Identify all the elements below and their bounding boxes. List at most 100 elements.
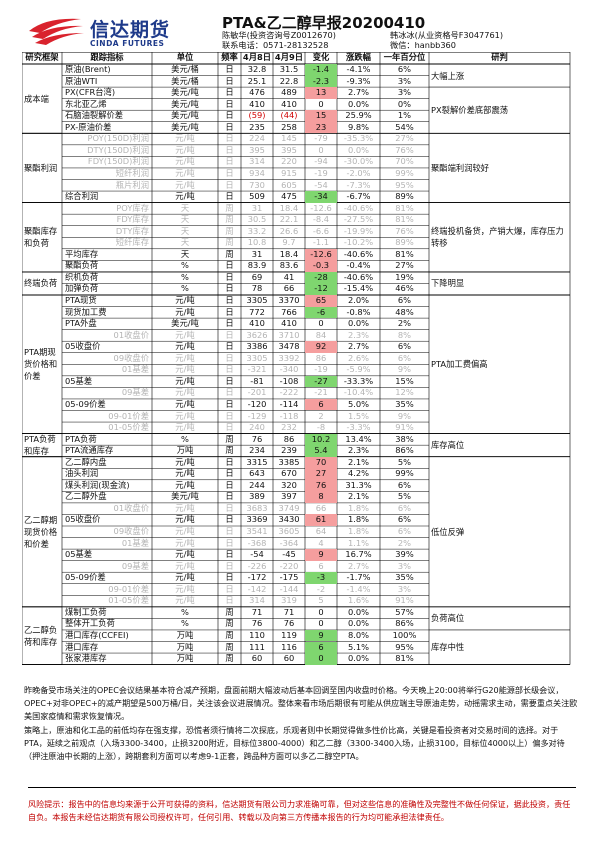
row-42-frequency: 日 <box>225 549 234 560</box>
header-unit: 单位 <box>176 52 194 62</box>
row-18-apr09: 41 <box>283 271 295 282</box>
row-1-percentile: 3% <box>397 75 412 86</box>
row-2-frequency: 日 <box>225 87 234 98</box>
row-3-indicator: 东北亚乙烯 <box>65 98 107 109</box>
row-23-frequency: 日 <box>225 329 234 340</box>
row-34-pct-change: 2.1% <box>347 456 370 467</box>
row-38-percentile: 6% <box>397 502 412 513</box>
row-14-pct-change: -19.9% <box>343 225 374 236</box>
row-31-unit: 元/吨 <box>175 422 195 433</box>
row-14-indicator: DTY库存 <box>115 225 149 236</box>
row-37-change: 8 <box>305 491 337 503</box>
row-39-frequency: 日 <box>225 514 234 525</box>
row-29-percentile: 35% <box>395 398 414 409</box>
row-39-pct-change: 1.8% <box>347 514 370 525</box>
row-48-apr09: 76 <box>283 618 295 629</box>
row-47-unit: % <box>181 606 189 617</box>
row-45-apr09: -144 <box>279 583 299 594</box>
row-40-percentile: 6% <box>397 526 412 536</box>
row-1-apr08: 25.1 <box>247 75 267 86</box>
row-6-apr08: 224 <box>249 133 265 144</box>
row-33-unit: 万吨 <box>176 445 194 456</box>
row-6-apr09: 145 <box>281 133 297 144</box>
row-43-apr08: -226 <box>247 560 267 571</box>
row-31-percentile: 91% <box>395 422 414 433</box>
row-10-unit: 元/吨 <box>175 179 195 190</box>
row-44-unit: 元/吨 <box>175 572 195 583</box>
row-26-apr09: -340 <box>279 364 299 375</box>
row-43-change: 6 <box>318 560 324 571</box>
row-13-unit: 天 <box>180 214 190 225</box>
row-43-apr09: -220 <box>279 560 299 571</box>
row-0-change: -1.4 <box>305 64 337 76</box>
row-28-change: -21 <box>314 387 328 398</box>
row-51-percentile: 81% <box>395 653 414 664</box>
row-7-pct-change: 0.0% <box>347 144 370 155</box>
row-15-pct-change: -10.2% <box>343 237 374 248</box>
row-15-percentile: 89% <box>395 237 414 248</box>
row-24-change: 92 <box>305 341 337 353</box>
row-41-percentile: 2% <box>397 537 412 548</box>
row-41-change: 4 <box>318 537 324 548</box>
section-4-label: PTA期现货价格和价差 <box>24 347 58 382</box>
row-24-apr09: 3478 <box>278 341 300 352</box>
row-13-change: -8.4 <box>312 214 330 225</box>
row-20-unit: 元/吨 <box>175 295 195 305</box>
row-8-apr08: 314 <box>249 156 265 167</box>
row-18-unit: % <box>181 271 189 282</box>
row-25-apr08: 3305 <box>246 352 268 363</box>
row-38-frequency: 日 <box>225 502 234 513</box>
row-26-unit: 元/吨 <box>175 364 195 375</box>
row-7-unit: 元/吨 <box>175 144 195 155</box>
row-10-frequency: 日 <box>225 179 234 190</box>
row-39-apr08: 3369 <box>246 514 268 525</box>
row-36-change: 76 <box>305 479 337 492</box>
row-34-apr08: 3315 <box>246 456 268 467</box>
row-35-indicator: 油头利润 <box>65 468 99 479</box>
section-4-judgment-0: PTA加工费偏高 <box>431 359 488 370</box>
row-44-change: -3 <box>305 572 337 584</box>
row-17-pct-change: -0.4% <box>346 260 371 271</box>
row-17-frequency: 日 <box>225 260 234 271</box>
section-3-judgment-0: 下降明显 <box>431 278 465 289</box>
row-5-change: 23 <box>305 121 337 134</box>
row-18-change: -28 <box>305 271 337 284</box>
row-30-unit: 元/吨 <box>175 410 195 421</box>
row-31-apr09: 232 <box>281 422 297 433</box>
row-5-apr09: 258 <box>281 121 297 132</box>
row-45-frequency: 日 <box>225 583 234 594</box>
row-21-pct-change: -0.8% <box>346 306 371 317</box>
row-14-unit: 天 <box>180 225 190 236</box>
row-30-percentile: 9% <box>397 410 412 421</box>
row-36-unit: 元/吨 <box>175 479 195 490</box>
row-49-frequency: 周 <box>225 629 234 640</box>
row-13-pct-change: -27.5% <box>343 214 374 225</box>
row-42-indicator: 05基差 <box>65 549 93 560</box>
row-7-indicator: DTY(150D)利润 <box>87 144 149 155</box>
row-50-apr08: 111 <box>249 641 265 652</box>
row-15-apr09: 9.7 <box>282 237 296 248</box>
row-19-apr08: 78 <box>251 283 263 294</box>
row-50-unit: 万吨 <box>176 641 194 652</box>
row-0-frequency: 日 <box>225 64 234 74</box>
row-16-apr09: 18.4 <box>279 248 299 259</box>
row-38-pct-change: 1.8% <box>347 502 370 513</box>
row-47-frequency: 周 <box>225 606 234 617</box>
row-45-apr08: -142 <box>247 583 267 594</box>
row-6-percentile: 27% <box>395 133 414 144</box>
row-48-percentile: 86% <box>395 618 414 629</box>
row-9-apr08: 934 <box>249 167 265 178</box>
section-7-label: 乙二醇负荷和库存 <box>24 624 58 647</box>
row-11-percentile: 89% <box>395 191 414 202</box>
row-43-pct-change: 2.7% <box>347 560 370 571</box>
row-17-change: -0.3 <box>305 260 337 272</box>
row-47-indicator: 煤制工负荷 <box>65 606 107 617</box>
row-0-percentile: 6% <box>397 64 412 74</box>
row-51-apr09: 60 <box>283 653 295 664</box>
row-40-pct-change: 1.8% <box>347 526 370 536</box>
row-47-apr08: 71 <box>251 606 263 617</box>
row-12-frequency: 周 <box>225 202 234 213</box>
row-2-percentile: 3% <box>397 87 412 98</box>
row-40-unit: 元/吨 <box>175 526 195 536</box>
row-25-frequency: 日 <box>225 352 234 363</box>
